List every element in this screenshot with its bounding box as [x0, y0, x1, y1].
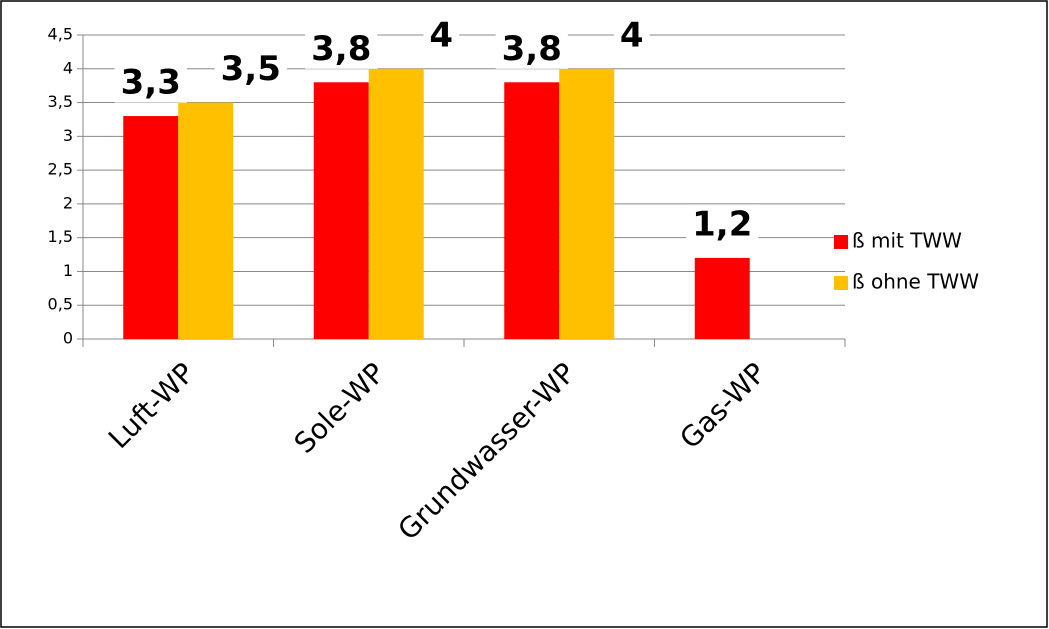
bar	[368, 68, 424, 340]
legend-label: ß ohne TWW	[852, 270, 979, 294]
y-tick-label: 2	[63, 193, 73, 212]
value-label: 3,8	[502, 29, 562, 69]
legend-label: ß mit TWW	[852, 229, 962, 253]
y-tick-label: 0	[63, 329, 73, 348]
value-label-bg	[495, 28, 568, 69]
value-label-bg	[305, 28, 378, 69]
value-label-bg	[214, 49, 287, 90]
y-tick-label: 4	[63, 58, 73, 77]
value-label: 4	[620, 15, 644, 55]
value-label-bg	[686, 204, 759, 245]
value-label-bg	[423, 15, 460, 56]
value-label: 3,8	[311, 29, 371, 69]
y-tick-label: 1	[63, 261, 73, 280]
value-label: 4	[429, 15, 453, 55]
bar	[313, 82, 369, 340]
value-label-bg	[114, 62, 187, 103]
bar	[559, 68, 615, 340]
y-tick-label: 4,5	[48, 25, 73, 44]
y-tick-label: 3,5	[48, 92, 73, 111]
bar	[694, 257, 750, 339]
legend-swatch	[834, 276, 848, 290]
value-label: 3,5	[221, 49, 281, 89]
y-tick-label: 3	[63, 126, 73, 145]
bar	[504, 82, 560, 340]
value-label: 1,2	[692, 204, 752, 244]
legend-swatch	[834, 235, 848, 249]
y-tick-label: 0,5	[48, 295, 73, 314]
y-tick-label: 2,5	[48, 160, 73, 179]
value-label-bg	[613, 15, 650, 56]
y-tick-label: 1,5	[48, 227, 73, 246]
bar	[123, 116, 179, 339]
value-label: 3,3	[121, 63, 181, 103]
bar	[178, 102, 234, 339]
